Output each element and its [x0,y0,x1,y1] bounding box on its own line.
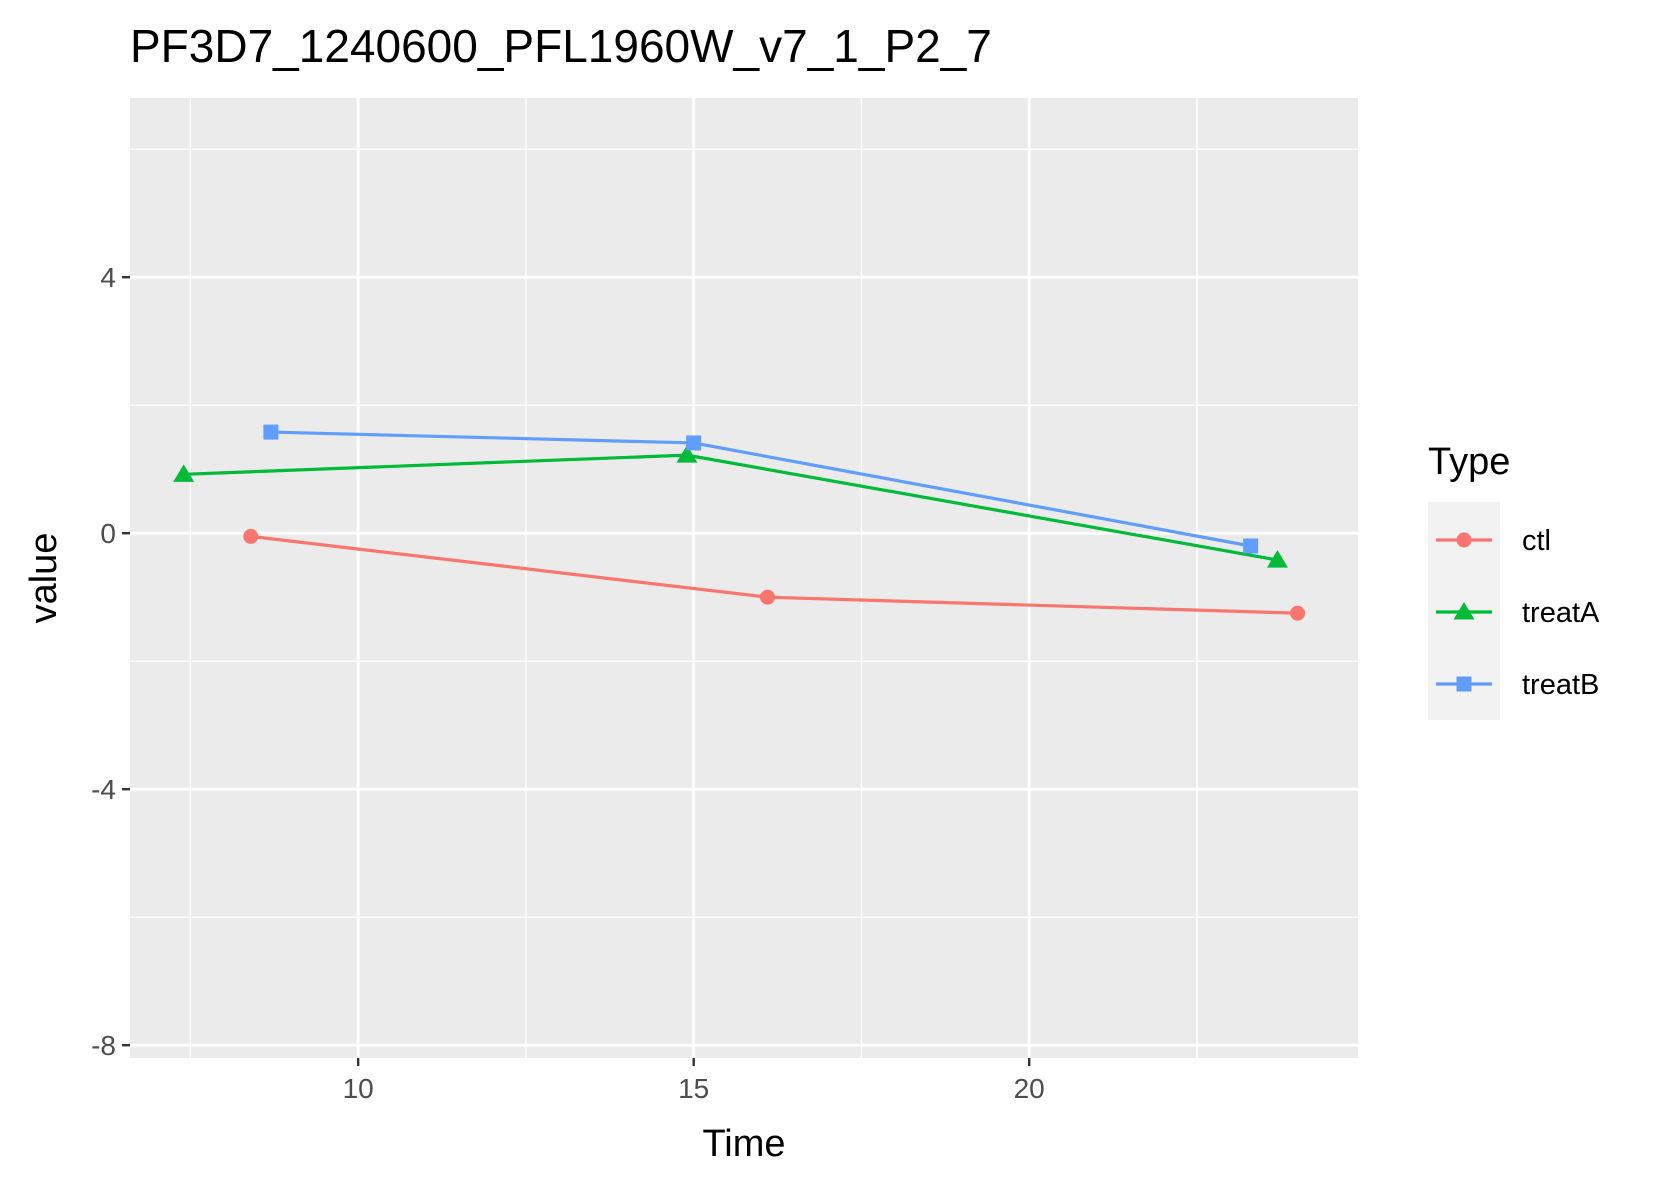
legend-items: ctl treatA treatB [1436,525,1600,701]
x-tick-label: 15 [678,1073,709,1104]
series-ctl [243,528,1306,621]
data-point-treatA [676,445,698,463]
series-treatB [263,424,1259,554]
legend-label-treatB: treatB [1522,669,1599,701]
data-point-treatB [686,435,702,451]
legend-title: Type [1428,441,1510,483]
legend: Type ctl treatA treatB [1428,441,1600,720]
y-tick-label: 0 [100,518,116,549]
legend-key-marker [1453,602,1475,620]
legend-item-treatB: treatB [1436,669,1599,701]
data-point-treatA [1266,550,1288,568]
series-treatA [173,445,1288,568]
plot-panel [130,98,1358,1058]
series-layer [173,424,1306,621]
y-tick-label: 4 [100,262,116,293]
x-axis-title: Time [702,1123,785,1165]
x-tick-label: 20 [1014,1073,1045,1104]
y-tick-label: -8 [91,1030,116,1061]
data-point-treatB [1243,538,1259,554]
legend-item-treatA: treatA [1436,597,1600,629]
legend-item-ctl: ctl [1436,525,1551,557]
y-axis-title: value [23,533,65,624]
data-point-treatA [173,464,195,482]
legend-label-treatA: treatA [1522,597,1600,629]
y-axis: 4 0 -4 -8 [91,262,130,1061]
x-axis: 10 15 20 [343,1058,1045,1104]
data-point-treatB [263,424,279,440]
data-point-ctl [759,589,775,605]
x-tick-label: 10 [343,1073,374,1104]
legend-key-marker [1456,532,1472,548]
y-tick-label: -4 [91,774,116,805]
minor-gridlines [130,98,1358,1058]
legend-label-ctl: ctl [1522,525,1551,557]
chart-title: PF3D7_1240600_PFL1960W_v7_1_P2_7 [130,20,992,72]
major-gridlines [130,98,1358,1058]
data-point-ctl [1290,605,1306,621]
legend-key-marker [1456,676,1472,692]
data-point-ctl [243,528,259,544]
